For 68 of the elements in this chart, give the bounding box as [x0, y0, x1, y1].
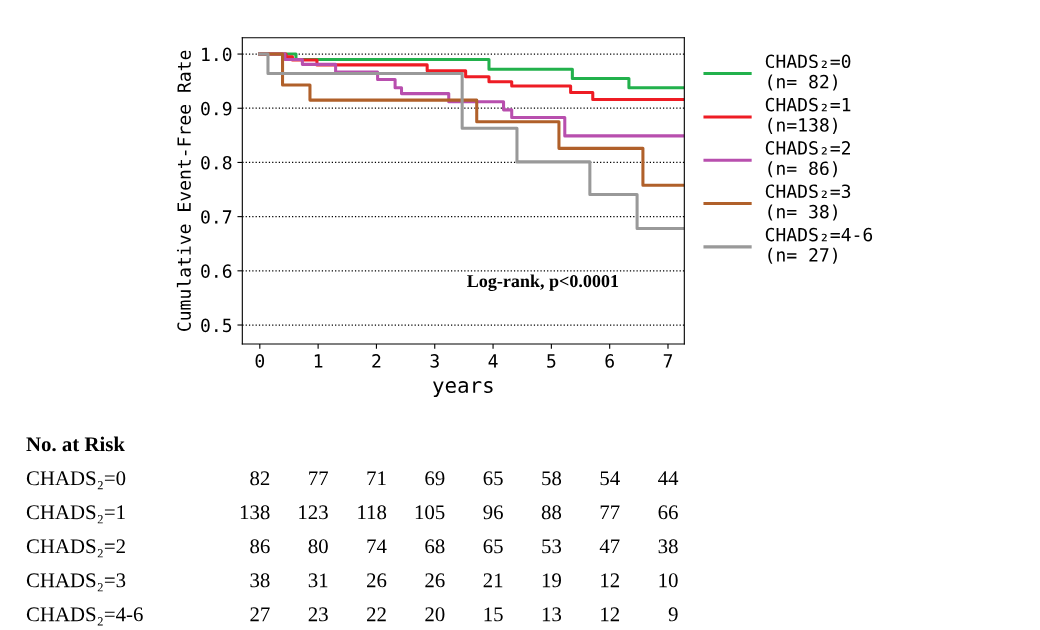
text: 31: [308, 573, 328, 588]
text: 82: [250, 471, 270, 486]
text: 123: [299, 505, 328, 520]
text: 88: [541, 505, 562, 520]
text: 22: [367, 607, 386, 622]
text: 68: [425, 539, 445, 554]
text: 65: [483, 471, 503, 486]
y-tick-label: 0.5: [201, 318, 232, 333]
text: CHADS₂=2: [26, 539, 125, 558]
text: 38: [250, 573, 270, 588]
y-tick-label: 0.9: [201, 101, 232, 116]
text: 23: [308, 607, 328, 622]
text: 77: [309, 471, 329, 486]
text: 54: [600, 471, 620, 486]
text: 65: [483, 539, 503, 554]
text: 74: [367, 539, 387, 554]
text: 9: [668, 607, 678, 622]
x-tick-label: 0: [255, 354, 265, 368]
x-tick-label: 1: [314, 354, 323, 368]
y-tick-label: 1.0: [202, 47, 232, 62]
text: 10: [659, 573, 678, 588]
text: 80: [308, 539, 328, 554]
text: 71: [367, 471, 386, 486]
text: 15: [484, 607, 503, 622]
y-tick-label: 0.7: [201, 210, 232, 224]
legend-label: CHADS₂=1 (n=138): [765, 97, 851, 134]
text: 26: [367, 573, 387, 588]
text: 20: [425, 607, 445, 622]
text: CHADS₂=4-6: [26, 607, 143, 626]
text: CHADS₂=1: [26, 505, 125, 524]
text: No. at Risk: [26, 436, 125, 452]
annotation: Log-rank, p<0.0001: [467, 274, 619, 291]
x-axis-title: years: [433, 381, 493, 398]
text: 47: [599, 539, 620, 554]
text: 105: [415, 505, 445, 520]
x-tick-label: 4: [488, 354, 498, 368]
text: 26: [425, 573, 445, 588]
x-tick-label: 7: [663, 354, 673, 368]
y-tick-label: 0.6: [201, 264, 232, 278]
x-tick-label: 3: [430, 354, 439, 368]
text: 58: [542, 471, 562, 486]
legend-label: CHADS₂=4-6 (n= 27): [765, 227, 873, 264]
text: 21: [483, 573, 503, 588]
text: 86: [250, 539, 270, 554]
text: 53: [542, 539, 562, 554]
text: CHADS₂=0: [26, 471, 126, 490]
text: 19: [542, 573, 562, 588]
text: 96: [483, 505, 503, 520]
text: 66: [658, 505, 678, 520]
x-tick-label: 5: [547, 354, 556, 368]
x-tick-label: 6: [605, 354, 614, 368]
text: 13: [542, 607, 562, 622]
text: CHADS₂=3: [26, 573, 126, 592]
text: 77: [600, 505, 620, 520]
text: 138: [240, 505, 270, 520]
x-tick-label: 2: [372, 354, 381, 368]
y-tick-label: 0.8: [201, 155, 232, 170]
legend-label: CHADS₂=2 (n= 86): [765, 141, 850, 178]
text: 69: [425, 471, 445, 486]
legend-label: CHADS₂=3 (n= 38): [765, 184, 851, 221]
text: 12: [601, 573, 620, 588]
y-axis-title: Cumulative Event-Free Rate: [176, 50, 191, 331]
legend-label: CHADS₂=0 (n= 82): [765, 54, 851, 91]
text: 27: [250, 607, 270, 622]
text: 44: [658, 471, 679, 486]
text: 118: [358, 505, 387, 520]
text: 38: [658, 539, 678, 554]
text: 12: [601, 607, 620, 622]
